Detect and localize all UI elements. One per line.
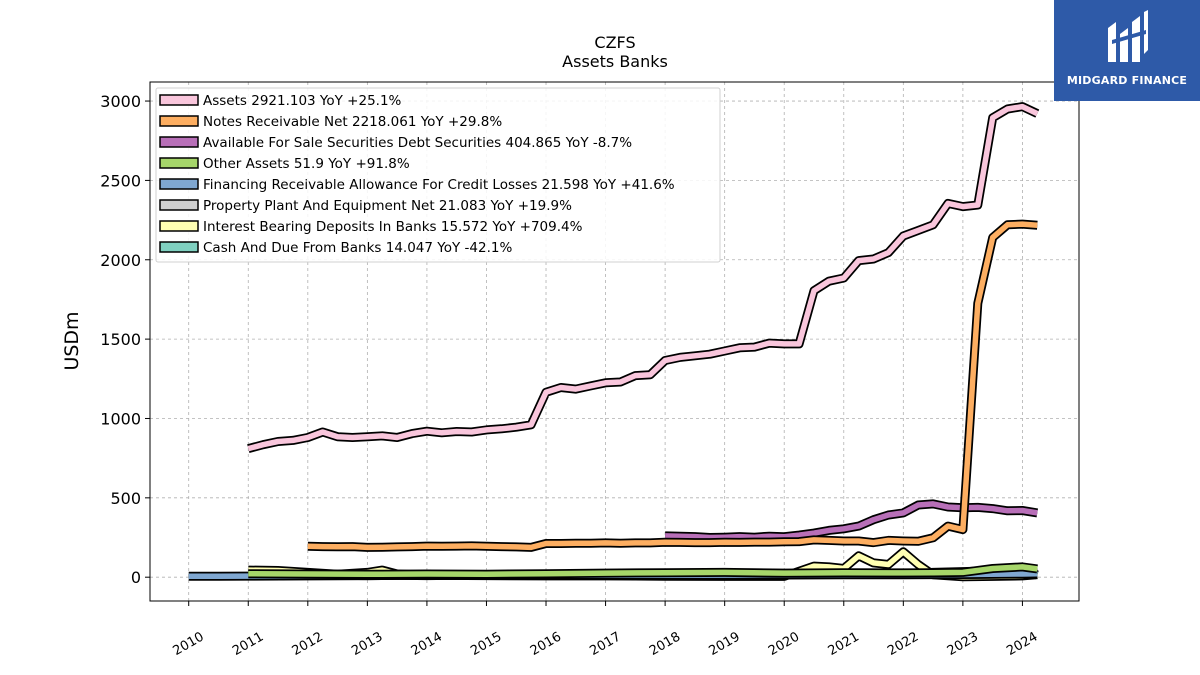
x-tick-label: 2017 (587, 629, 623, 659)
y-tick-label: 2500 (100, 171, 141, 190)
series-other-assets (248, 562, 1038, 579)
legend-swatch (159, 178, 199, 190)
legend-entry: Available For Sale Securities Debt Secur… (203, 135, 632, 151)
legend-entry: Cash And Due From Banks 14.047 YoY -42.1… (203, 240, 512, 256)
series-line (307, 221, 1038, 551)
legend-swatch (159, 241, 199, 253)
chart-title: CZFS (594, 33, 635, 52)
series-notes-receivable-net (307, 219, 1038, 552)
legend-entry: Property Plant And Equipment Net 21.083 … (203, 198, 572, 214)
legend-swatch (159, 220, 199, 232)
x-axis: 2010 2011 2012 2013 2014 2015 2016 2017 2018 2019… (171, 601, 1040, 659)
legend-entry: Other Assets 51.9 YoY +91.8% (203, 156, 410, 172)
series-assets (247, 102, 1040, 453)
x-tick-label: 2011 (230, 629, 266, 659)
series-line (248, 564, 1038, 578)
chart-subtitle: Assets Banks (562, 52, 668, 71)
legend-swatch (159, 199, 199, 211)
x-tick-label: 2021 (826, 629, 862, 659)
legend-box (155, 87, 721, 263)
plot-frame (149, 81, 1080, 602)
y-tick-label: 2000 (100, 251, 141, 270)
y-axis-label: USDm (61, 311, 83, 370)
legend-swatch (159, 157, 199, 169)
series-layer (188, 102, 1040, 582)
y-tick-label: 500 (110, 489, 141, 508)
series-line (247, 103, 1039, 452)
legend-entry: Interest Bearing Deposits In Banks 15.57… (203, 219, 583, 235)
y-tick-label: 3000 (100, 92, 141, 111)
x-tick-label: 2016 (528, 629, 564, 659)
series-line (665, 501, 1038, 541)
x-tick-label: 2023 (945, 629, 981, 659)
series-line-outline (307, 219, 1038, 552)
x-tick-label: 2015 (468, 629, 504, 659)
brand-logo-icon (1108, 10, 1148, 62)
y-tick-label: 1000 (100, 409, 141, 428)
legend: Assets 2921.103 YoY +25.1% Notes Receivab… (155, 87, 721, 263)
x-tick-label: 2020 (766, 629, 802, 659)
legend-swatch (159, 115, 199, 127)
legend-entry: Assets 2921.103 YoY +25.1% (203, 93, 402, 109)
brand-logo-text: MIDGARD FINANCE (1066, 74, 1188, 87)
x-tick-label: 2019 (707, 629, 743, 659)
legend-swatch (159, 136, 199, 148)
x-tick-label: 2024 (1004, 629, 1040, 659)
x-tick-label: 2014 (409, 629, 445, 659)
brand-logo: MIDGARD FINANCE (1054, 0, 1200, 101)
y-axis: 0 500 1000 1500 2000 2500 3000 (100, 92, 150, 587)
x-tick-label: 2022 (885, 629, 921, 659)
x-tick-label: 2018 (647, 629, 683, 659)
y-tick-label: 1500 (100, 330, 141, 349)
y-tick-label: 0 (131, 568, 141, 587)
legend-entry: Notes Receivable Net 2218.061 YoY +29.8% (203, 114, 502, 130)
legend-swatch (159, 94, 199, 106)
x-tick-label: 2010 (171, 629, 207, 659)
series-available-for-sale-securities-debt-securities (665, 499, 1039, 542)
x-tick-label: 2012 (290, 629, 326, 659)
legend-entry: Financing Receivable Allowance For Credi… (203, 177, 675, 193)
x-tick-label: 2013 (349, 629, 385, 659)
